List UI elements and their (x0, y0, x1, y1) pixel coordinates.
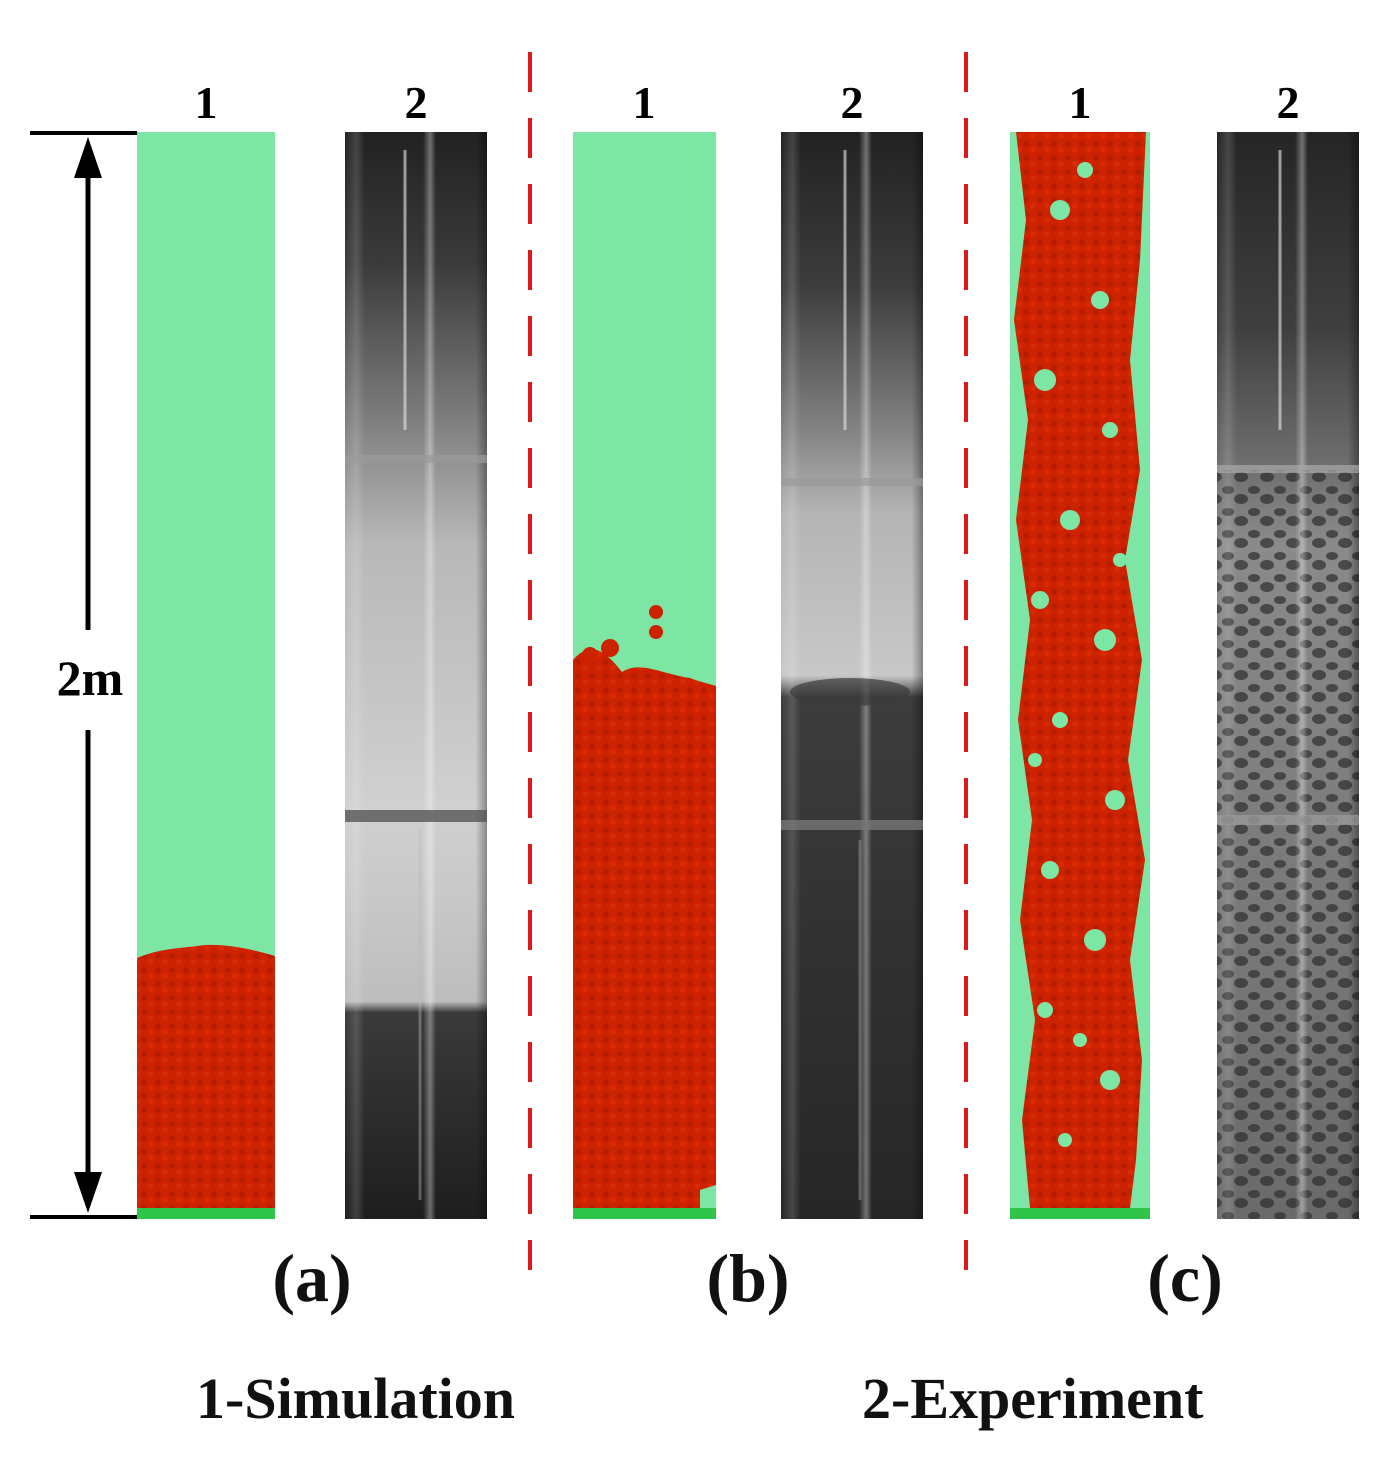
panel-b-simulation (573, 132, 716, 1219)
column-number-c2: 2 (1276, 77, 1300, 128)
dimension-marker (30, 131, 137, 1219)
column-number-b2: 2 (840, 77, 864, 128)
panel-b-experiment (781, 132, 923, 1219)
legend-experiment: 2-Experiment (862, 1366, 1204, 1431)
panel-label-a: (a) (272, 1240, 352, 1316)
legend-simulation: 1-Simulation (196, 1366, 516, 1431)
panel-c-experiment (1217, 132, 1359, 1219)
column-number-b1: 1 (632, 77, 656, 128)
panel-a-experiment (345, 132, 487, 1219)
panel-a-simulation (137, 132, 275, 1219)
panel-label-c: (c) (1147, 1240, 1223, 1316)
column-number-a2: 2 (404, 77, 428, 128)
column-number-a1: 1 (194, 77, 218, 128)
arrow-head-up (74, 137, 102, 178)
arrow-head-down (74, 1172, 102, 1213)
panel-c-simulation (1010, 132, 1150, 1219)
column-number-c1: 1 (1068, 77, 1092, 128)
panel-label-b: (b) (706, 1240, 790, 1316)
dimension-label: 2m (56, 650, 124, 706)
